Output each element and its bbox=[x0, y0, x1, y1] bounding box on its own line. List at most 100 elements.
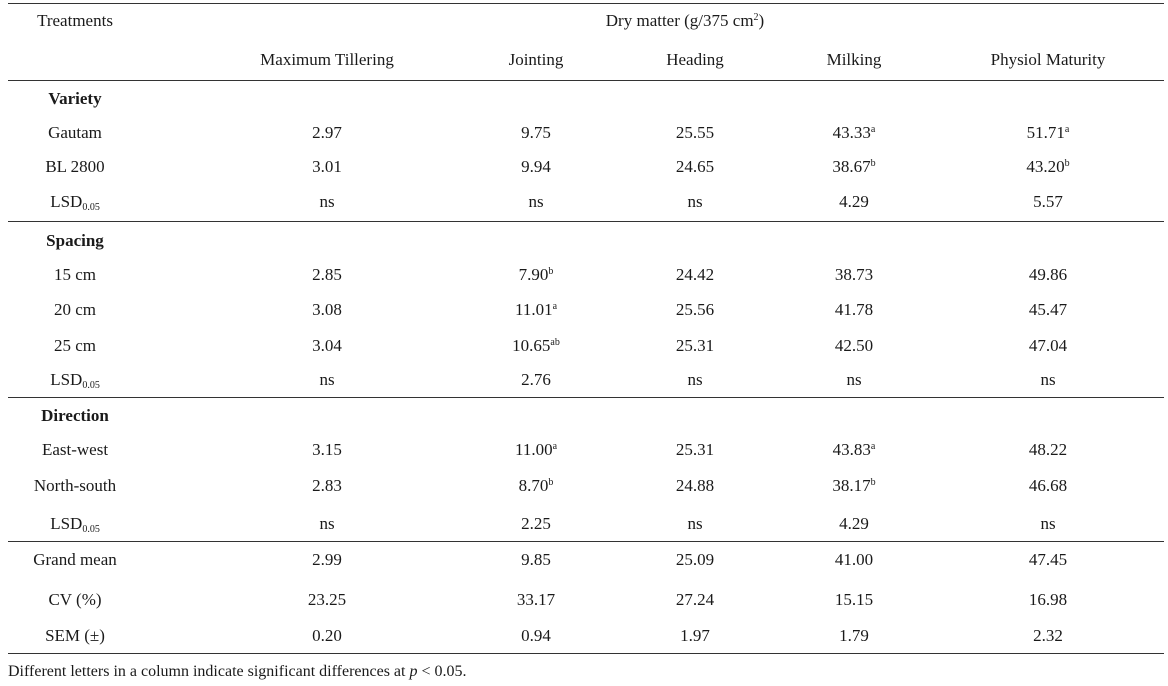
lsd-label: LSD0.05 bbox=[50, 514, 100, 535]
table-row: 20 cm 3.08 11.01a 25.56 41.78 45.47 bbox=[0, 300, 1168, 320]
table-cell: 25.55 bbox=[675, 123, 715, 142]
table-cell: 3.08 bbox=[312, 300, 342, 319]
table-cell: 24.42 bbox=[675, 265, 715, 284]
lsd-cell: ns bbox=[528, 192, 544, 211]
group-heading: Direction bbox=[41, 406, 109, 425]
summary-cell: 23.25 bbox=[307, 590, 347, 609]
table-cell: 2.97 bbox=[312, 123, 342, 142]
table-cell: 2.85 bbox=[312, 265, 342, 284]
table-cell: 7.90b bbox=[518, 265, 554, 284]
table-cell: 3.01 bbox=[312, 157, 342, 176]
lsd-label: LSD0.05 bbox=[50, 192, 100, 213]
table-cell: 41.78 bbox=[834, 300, 874, 319]
summary-cell: 25.09 bbox=[675, 550, 715, 569]
table-cell: 38.73 bbox=[834, 265, 874, 284]
table-cell: 42.50 bbox=[834, 336, 874, 355]
summary-cell: 9.85 bbox=[521, 550, 551, 569]
lsd-label: LSD0.05 bbox=[50, 370, 100, 391]
row-label: 25 cm bbox=[53, 336, 97, 355]
table-cell: 43.20b bbox=[1026, 157, 1070, 176]
table-row: Gautam 2.97 9.75 25.55 43.33a 51.71a bbox=[0, 123, 1168, 143]
treatments-header: Treatments bbox=[37, 11, 113, 30]
summary-row: Grand mean 2.99 9.85 25.09 41.00 47.45 bbox=[0, 550, 1168, 570]
table-cell: 43.83a bbox=[832, 440, 876, 459]
summary-row: SEM (±) 0.20 0.94 1.97 1.79 2.32 bbox=[0, 626, 1168, 646]
lsd-cell: 2.76 bbox=[521, 370, 551, 389]
summary-cell: 0.94 bbox=[521, 626, 551, 645]
lsd-cell: ns bbox=[319, 370, 335, 389]
summary-cell: 16.98 bbox=[1028, 590, 1068, 609]
lsd-cell: ns bbox=[687, 192, 703, 211]
table-cell: 2.83 bbox=[312, 476, 342, 495]
table-cell: 38.67b bbox=[832, 157, 876, 176]
lsd-row: LSD0.05 ns 2.25 ns 4.29 ns bbox=[0, 514, 1168, 535]
lsd-cell: ns bbox=[1040, 514, 1056, 533]
summary-cell: 15.15 bbox=[834, 590, 874, 609]
row-label: North-south bbox=[33, 476, 117, 495]
row-label: 20 cm bbox=[53, 300, 97, 319]
table-cell: 43.33a bbox=[832, 123, 876, 142]
lsd-cell: ns bbox=[1040, 370, 1056, 389]
lsd-cell: ns bbox=[319, 192, 335, 211]
table-row: 25 cm 3.04 10.65ab 25.31 42.50 47.04 bbox=[0, 336, 1168, 356]
table-row: North-south 2.83 8.70b 24.88 38.17b 46.68 bbox=[0, 476, 1168, 496]
lsd-cell: ns bbox=[846, 370, 862, 389]
table-cell: 45.47 bbox=[1028, 300, 1068, 319]
table-cell: 24.88 bbox=[675, 476, 715, 495]
row-label: BL 2800 bbox=[45, 157, 105, 176]
summary-rule bbox=[8, 541, 1164, 542]
summary-label: SEM (±) bbox=[45, 626, 105, 645]
summary-cell: 27.24 bbox=[675, 590, 715, 609]
summary-cell: 2.32 bbox=[1033, 626, 1063, 645]
lsd-cell: 2.25 bbox=[521, 514, 551, 533]
lsd-cell: 4.29 bbox=[839, 192, 869, 211]
table-cell: 38.17b bbox=[832, 476, 876, 495]
table-top-rule bbox=[8, 3, 1164, 4]
stage-header-jointing: Jointing bbox=[508, 50, 564, 69]
table-cell: 11.00a bbox=[514, 440, 558, 459]
table-row: BL 2800 3.01 9.94 24.65 38.67b 43.20b bbox=[0, 157, 1168, 177]
variety-group-rule bbox=[8, 221, 1164, 222]
lsd-cell: 4.29 bbox=[839, 514, 869, 533]
table-cell: 49.86 bbox=[1028, 265, 1068, 284]
spacing-group-rule bbox=[8, 397, 1164, 398]
row-label: Gautam bbox=[48, 123, 102, 142]
table-cell: 46.68 bbox=[1028, 476, 1068, 495]
group-heading: Spacing bbox=[46, 231, 104, 250]
group-heading: Variety bbox=[48, 89, 102, 108]
header-rule bbox=[8, 80, 1164, 81]
lsd-cell: ns bbox=[687, 514, 703, 533]
table-cell: 8.70b bbox=[518, 476, 554, 495]
group-heading-row: Spacing bbox=[0, 231, 1168, 251]
table-row: 15 cm 2.85 7.90b 24.42 38.73 49.86 bbox=[0, 265, 1168, 285]
table-cell: 3.15 bbox=[312, 440, 342, 459]
table-cell: 9.94 bbox=[521, 157, 551, 176]
table-cell: 24.65 bbox=[675, 157, 715, 176]
table-cell: 47.04 bbox=[1028, 336, 1068, 355]
lsd-cell: ns bbox=[687, 370, 703, 389]
table-cell: 25.56 bbox=[675, 300, 715, 319]
table-cell: 25.31 bbox=[675, 440, 715, 459]
summary-cell: 1.97 bbox=[680, 626, 710, 645]
table-footnote: Different letters in a column indicate s… bbox=[8, 663, 467, 680]
dry-matter-header: Dry matter (g/375 cm2) bbox=[605, 11, 765, 30]
summary-cell: 1.79 bbox=[839, 626, 869, 645]
table-cell: 9.75 bbox=[521, 123, 551, 142]
table-cell: 51.71a bbox=[1026, 123, 1070, 142]
summary-cell: 2.99 bbox=[312, 550, 342, 569]
summary-label: CV (%) bbox=[48, 590, 102, 609]
table-cell: 11.01a bbox=[514, 300, 558, 319]
summary-label: Grand mean bbox=[33, 550, 117, 569]
table-cell: 25.31 bbox=[675, 336, 715, 355]
table-bottom-rule bbox=[8, 653, 1164, 654]
table-cell: 3.04 bbox=[312, 336, 342, 355]
summary-cell: 0.20 bbox=[312, 626, 342, 645]
stage-header-milking: Milking bbox=[826, 50, 882, 69]
summary-cell: 33.17 bbox=[516, 590, 556, 609]
header-row-1: Treatments Dry matter (g/375 cm2) bbox=[0, 11, 1168, 31]
header-row-2: Maximum Tillering Jointing Heading Milki… bbox=[0, 50, 1168, 70]
row-label: East-west bbox=[41, 440, 109, 459]
summary-row: CV (%) 23.25 33.17 27.24 15.15 16.98 bbox=[0, 590, 1168, 610]
table-row: East-west 3.15 11.00a 25.31 43.83a 48.22 bbox=[0, 440, 1168, 460]
row-label: 15 cm bbox=[53, 265, 97, 284]
